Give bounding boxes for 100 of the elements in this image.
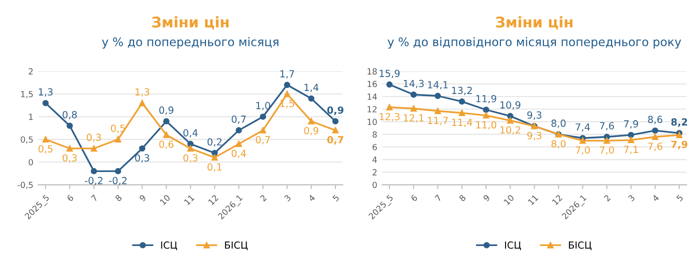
x-tick-label: 2: [260, 194, 267, 202]
x-tick-label: 12: [552, 194, 562, 206]
data-label: 1,7: [280, 70, 294, 78]
data-label: 7,9: [671, 140, 688, 150]
data-label: 0,9: [159, 106, 174, 115]
legend-label: ІСЦ: [505, 241, 521, 250]
point: [139, 145, 146, 152]
point: [434, 108, 441, 114]
point: [652, 127, 658, 134]
x-tick-label: 6: [66, 194, 74, 202]
point: [284, 90, 290, 98]
data-label: 12,3: [380, 112, 400, 122]
x-tick-label: 3: [628, 194, 636, 202]
point: [410, 91, 417, 98]
data-label: 7,4: [576, 123, 590, 132]
y-tick-label: 2: [28, 68, 33, 74]
x-tick-label: 9: [138, 194, 146, 202]
data-label: 7,9: [624, 120, 638, 129]
y-tick-label: 6: [372, 144, 377, 150]
point: [163, 132, 170, 138]
y-tick-label: 0,5: [20, 136, 33, 144]
chart-title: Зміни цін: [152, 16, 229, 30]
point: [187, 145, 194, 152]
y-tick-label: 14: [368, 94, 377, 100]
data-label: 0,3: [135, 154, 150, 163]
point: [507, 112, 514, 120]
data-label: 0,7: [232, 116, 246, 124]
chart-title: Зміни цін: [496, 16, 572, 30]
data-label: 0,3: [183, 154, 198, 163]
y-tick-label: 1: [29, 114, 33, 120]
x-tick-label: 6: [410, 194, 418, 202]
point: [212, 150, 218, 156]
x-tick-label: 7: [90, 194, 98, 202]
point: [332, 127, 339, 134]
x-tick-label: 9: [482, 194, 490, 202]
point: [386, 104, 393, 110]
y-tick-label: 2: [372, 169, 377, 176]
data-label: 14,3: [404, 80, 424, 88]
data-label: 10,9: [500, 101, 520, 110]
data-label: 0,4: [232, 150, 246, 158]
x-tick-label: 8: [114, 194, 122, 202]
point: [90, 145, 98, 152]
y-tick-label: -0,5: [18, 182, 33, 189]
data-label: 0,6: [159, 140, 174, 149]
data-label: 0,9: [304, 126, 318, 136]
x-tick-label: 4: [308, 194, 316, 202]
point: [628, 136, 634, 144]
point: [434, 92, 441, 99]
point: [114, 136, 122, 143]
data-label: 0,4: [183, 129, 198, 138]
data-label: 9,3: [527, 111, 542, 120]
point: [410, 105, 417, 112]
data-label: 0,2: [208, 138, 222, 147]
point: [284, 82, 290, 88]
data-label: 0,3: [62, 154, 77, 163]
data-label: 7,6: [648, 142, 662, 151]
data-label: 11,4: [452, 118, 472, 127]
x-tick-label: 11: [184, 194, 194, 206]
point: [66, 145, 73, 152]
data-label: -0,2: [109, 176, 127, 186]
point: [482, 106, 490, 113]
legend-label: ІСЦ: [161, 241, 178, 250]
data-label: 7,0: [576, 146, 590, 155]
point: [482, 112, 490, 119]
data-label: 7,6: [600, 122, 614, 130]
point: [332, 118, 339, 124]
data-label: 9,3: [527, 132, 542, 140]
x-tick-label: 5: [676, 194, 684, 202]
y-tick-label: 12: [368, 106, 377, 112]
data-label: -0,2: [84, 176, 102, 186]
data-label: 8,6: [648, 116, 662, 124]
point: [236, 140, 242, 148]
data-label: 11,0: [476, 121, 496, 130]
point: [386, 81, 393, 88]
x-tick-label: 3: [284, 194, 292, 202]
data-label: 7,1: [624, 146, 638, 154]
y-tick-label: 0: [28, 159, 33, 166]
point: [308, 95, 314, 102]
x-tick-label: 10: [160, 194, 171, 206]
legend-label: БІСЦ: [568, 241, 592, 250]
data-label: 11,9: [476, 94, 496, 104]
point: [507, 117, 514, 124]
x-tick-label: 4: [652, 194, 660, 202]
legend-label: БІСЦ: [225, 241, 248, 250]
x-tick-label: 12: [208, 194, 219, 206]
point: [236, 127, 242, 134]
point: [42, 136, 49, 143]
point: [260, 114, 266, 120]
x-tick-label: 7: [434, 194, 442, 202]
x-tick-label: 8: [458, 194, 466, 202]
data-label: 0,7: [256, 136, 270, 144]
y-tick-label: 0: [372, 182, 377, 188]
y-tick-label: 4: [372, 156, 377, 163]
point: [42, 100, 49, 106]
y-tick-label: 18: [368, 68, 377, 75]
point: [66, 122, 73, 129]
x-tick-label: 11: [528, 194, 538, 206]
point: [212, 154, 218, 161]
y-tick-label: 10: [368, 118, 377, 126]
y-tick-label: 16: [368, 80, 377, 88]
